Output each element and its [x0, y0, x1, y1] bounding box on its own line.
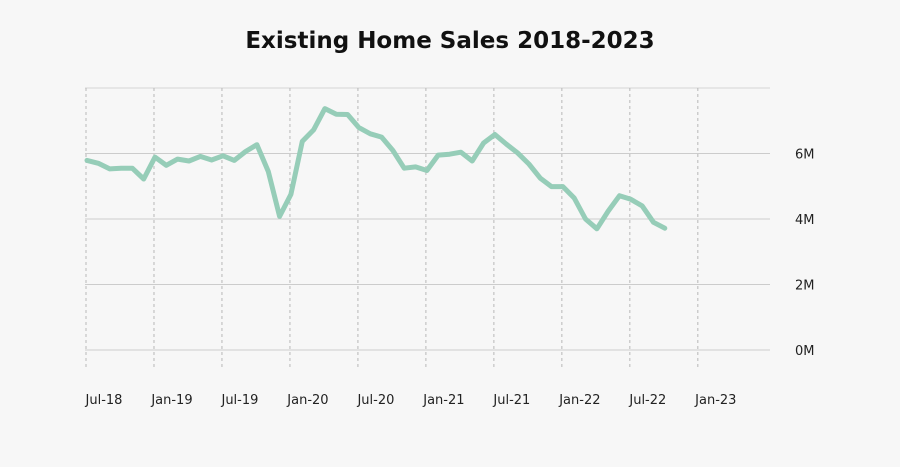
- y-tick-label: 2M: [795, 278, 815, 293]
- x-tick-label: Jul-19: [220, 393, 258, 408]
- chart-title: Existing Home Sales 2018-2023: [245, 28, 655, 54]
- x-tick-label: Jul-21: [492, 393, 530, 408]
- y-tick-label: 0M: [795, 344, 815, 359]
- x-tick-label: Jan-21: [422, 393, 464, 408]
- x-tick-label: Jul-20: [356, 393, 394, 408]
- x-tick-label: Jan-19: [150, 393, 192, 408]
- y-tick-label: 6M: [795, 147, 815, 162]
- x-tick-label: Jan-20: [286, 393, 328, 408]
- x-tick-label: Jul-18: [85, 393, 123, 408]
- x-tick-label: Jul-22: [628, 393, 666, 408]
- x-tick-label: Jan-23: [694, 393, 736, 408]
- y-tick-label: 4M: [795, 213, 815, 228]
- sales-series-line: [84, 106, 668, 232]
- x-tick-label: Jan-22: [558, 393, 600, 408]
